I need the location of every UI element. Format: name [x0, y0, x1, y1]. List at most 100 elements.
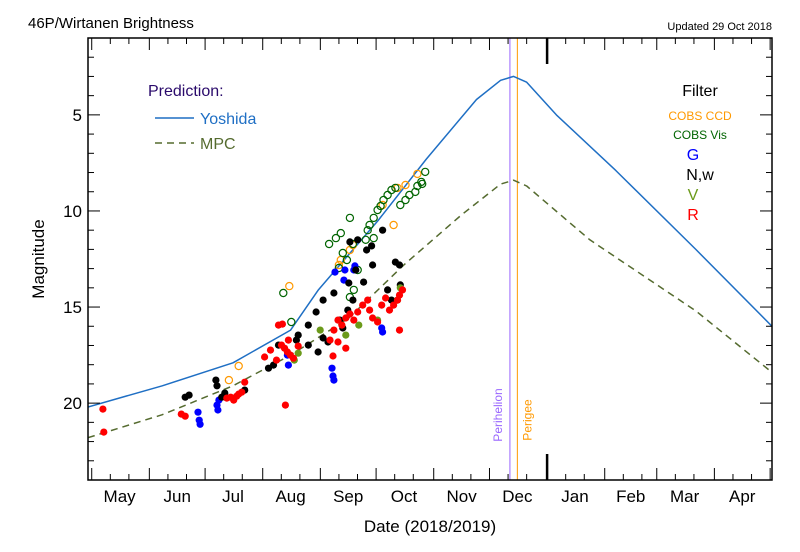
legend-nw: N,w — [686, 167, 714, 184]
data-point — [234, 361, 243, 371]
data-point — [319, 334, 327, 342]
y-tick-label: 10 — [63, 202, 82, 221]
data-point — [316, 326, 324, 334]
event-label-perihelion: Perihelion — [491, 388, 505, 441]
series-g — [194, 262, 387, 428]
x-tick-label: May — [104, 487, 137, 506]
data-point — [284, 336, 292, 344]
data-point — [350, 316, 358, 324]
data-point — [364, 296, 372, 304]
data-point — [369, 314, 377, 322]
legend-r: R — [687, 207, 699, 224]
data-point — [366, 306, 374, 314]
data-point — [379, 226, 387, 234]
data-point — [224, 375, 234, 385]
series-n-w — [181, 226, 404, 401]
data-point — [319, 296, 327, 304]
data-point — [274, 321, 283, 329]
data-point — [379, 328, 387, 336]
data-point — [379, 195, 388, 205]
data-point — [294, 342, 302, 350]
data-point — [382, 294, 390, 302]
data-point — [396, 200, 405, 210]
data-point — [360, 278, 368, 286]
data-point — [330, 289, 338, 297]
legend-g: G — [687, 147, 699, 164]
data-point — [345, 213, 355, 223]
axes-frame — [87, 37, 773, 481]
data-point — [369, 233, 378, 243]
data-point — [349, 296, 357, 304]
data-point — [368, 242, 376, 250]
event-label-perigee: Perigee — [520, 399, 534, 441]
data-point — [355, 321, 363, 329]
data-point — [391, 183, 400, 193]
data-point — [336, 228, 345, 238]
data-point — [346, 310, 354, 318]
x-tick-label: Apr — [729, 487, 756, 506]
data-point — [395, 326, 404, 334]
x-tick-label: Aug — [275, 487, 305, 506]
data-point — [374, 318, 382, 326]
x-tick-label: Oct — [391, 487, 418, 506]
data-point — [279, 288, 288, 298]
legend-mpc-label: MPC — [200, 136, 236, 153]
updated-label: Updated 29 Oct 2018 — [667, 21, 772, 33]
data-point — [334, 338, 342, 346]
data-point — [331, 233, 341, 243]
curve-yoshida — [88, 75, 772, 408]
data-point — [398, 286, 407, 294]
data-point — [342, 344, 350, 352]
x-tick-label: Jun — [164, 487, 191, 506]
x-tick-label: Jul — [222, 487, 244, 506]
prediction-legend-title: Prediction: — [148, 83, 224, 100]
data-point — [284, 361, 292, 369]
data-point — [378, 301, 386, 309]
data-point — [361, 235, 370, 244]
data-point — [354, 308, 362, 316]
data-point — [99, 405, 107, 413]
legend-yoshida-label: Yoshida — [200, 111, 256, 128]
data-point — [281, 401, 289, 409]
data-point — [304, 321, 312, 329]
data-point — [401, 180, 410, 190]
series-r — [99, 286, 407, 436]
data-point — [287, 317, 296, 327]
x-tick-label: Sep — [333, 487, 363, 506]
data-point — [385, 306, 394, 314]
data-point — [363, 225, 372, 235]
x-tick-label: Jan — [561, 487, 588, 506]
legend-cobs-ccd: COBS CCD — [668, 109, 732, 123]
plot-area: Perihelion Perigee 5 10 15 20 May Jun Jul Aug Sep O… — [63, 37, 773, 506]
data-point — [390, 301, 398, 309]
data-point — [369, 213, 378, 223]
data-point — [330, 326, 338, 334]
data-point — [261, 353, 269, 361]
data-point — [304, 341, 312, 349]
data-point — [331, 268, 339, 276]
data-point — [196, 420, 204, 428]
data-point — [194, 408, 202, 416]
data-point — [395, 261, 404, 269]
legend-cobs-vis: COBS Vis — [673, 128, 727, 142]
data-point — [212, 376, 220, 384]
data-point — [401, 195, 410, 205]
data-point — [421, 167, 430, 177]
data-point — [369, 261, 377, 269]
data-point — [334, 316, 342, 324]
data-point — [241, 378, 249, 386]
data-point — [312, 308, 320, 316]
data-point — [395, 291, 404, 299]
data-point — [363, 246, 371, 254]
data-point — [314, 348, 322, 356]
data-point — [326, 336, 334, 344]
data-point — [238, 388, 246, 396]
data-point — [213, 382, 221, 390]
y-tick-label: 20 — [63, 394, 82, 413]
data-point — [338, 248, 347, 258]
x-tick-label: Dec — [502, 487, 533, 506]
data-point — [354, 236, 362, 244]
data-point — [359, 301, 367, 309]
data-point — [324, 239, 334, 249]
